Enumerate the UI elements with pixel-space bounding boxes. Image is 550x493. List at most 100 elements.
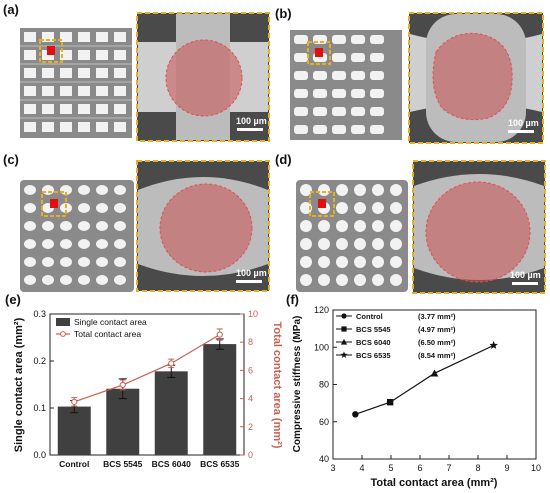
legend-label-single: Single contact area [74,317,147,327]
x-tick-label: 10 [531,463,541,473]
bar-bcs-6040 [154,371,188,455]
x-tick-label: 7 [446,463,451,473]
contact-point-d [318,199,326,208]
scale-label-b: 100 µm [508,118,539,128]
y-tick-label: 120 [314,305,329,315]
panel-label-a: (a) [3,2,19,17]
chart-e-y-right-axis-label: Total contact area (mm²) [271,322,282,449]
legend-marker [340,351,348,358]
legend-entry-label: BCS 5545 [356,325,391,334]
scale-bar-d [512,282,538,285]
y-right-tick-label: 8 [248,337,253,347]
bar-control [57,406,91,455]
scaffold-schematic-b [290,30,402,140]
legend-entry-value: (6.50 mm²) [418,338,456,347]
contact-region-a [165,39,243,117]
x-tick-label: 6 [417,463,422,473]
y-right-tick-label: 10 [248,309,258,319]
y-tick-label: 0.0 [33,450,46,460]
highlight-box-a [39,39,63,63]
panel-label-b: (b) [275,6,292,21]
series-line-total-contact-area [74,334,221,403]
chart-e-legend: Single contact area Total contact area [56,317,147,339]
highlight-box-c [41,191,67,217]
y-right-tick-label: 2 [248,422,253,432]
x-tick-label: 3 [330,463,335,473]
x-tick-label: 5 [388,463,393,473]
panel-label-f: (f) [286,292,299,307]
legend-entry-label: Control [356,312,383,321]
scaffold-schematic-c [20,180,134,292]
x-tick-label: BCS 6040 [152,459,191,469]
y-tick-label: 80 [319,380,329,390]
legend-entry-label: BCS 6535 [356,351,391,360]
chart-compressive-stiffness: 40 60 80 100 120 3 4 5 6 7 8 9 10 Compressive stiff… [292,305,541,489]
y-right-tick-label: 6 [248,365,253,375]
point-total-contact-area [119,381,126,389]
scale-bar-a [237,128,263,131]
chart-e-plot-frame [49,313,245,456]
chart-f-x-axis-label: Total contact area (mm²) [371,477,498,489]
scale-bar-c [236,280,262,283]
scale-label-d: 100 µm [510,270,541,280]
x-tick-label: 8 [475,463,480,473]
scale-label-a: 100 µm [236,116,267,126]
contact-point-b [315,48,323,57]
panel-label-d: (d) [275,152,292,167]
point-total-contact-area [168,360,175,367]
y-tick-label: 0.1 [33,403,46,413]
point-total-contact-area [71,398,78,405]
point-total-contact-area [216,331,223,338]
contact-point-c [50,199,58,208]
legend-marker-total [60,331,66,337]
x-tick-label: BCS 5545 [103,459,142,469]
sem-image-c [136,160,270,292]
legend-marker [340,338,348,345]
sem-image-d [412,160,546,294]
point-bcs-5545 [386,398,394,406]
series-line-stiffness [355,344,494,415]
y-tick-label: 40 [319,454,329,464]
legend-entry-value: (3.77 mm²) [418,312,456,321]
point-bcs-6535 [489,340,498,350]
legend-entry-value: (4.97 mm²) [418,325,456,334]
chart-e-y-axis-label: Single contact area (mm²) [13,317,25,452]
sem-image-b [408,12,544,144]
panel-label-e: (e) [5,292,21,307]
sem-image-a [136,12,270,142]
y-tick-label: 0.3 [33,309,46,319]
highlight-box-b [307,41,331,65]
panel-label-c: (c) [3,152,19,167]
scale-label-c: 100 µm [236,268,267,278]
y-tick-label: 100 [314,342,329,352]
y-right-tick-label: 4 [248,394,253,404]
highlight-box-d [309,191,335,217]
x-tick-label: BCS 6535 [200,459,239,469]
scale-bar-b [508,130,534,133]
legend-swatch-single [56,318,70,326]
y-right-tick-label: 0 [248,450,253,460]
chart-contact-area: 0.0 0.1 0.2 0.3 0 2 4 6 8 10 Control BCS 5545 BCS … [13,309,282,469]
bar-bcs-5545 [106,388,140,455]
point-bcs-6040 [430,369,439,377]
legend-entry-label: BCS 6040 [356,338,391,347]
bar-bcs-6535 [203,344,237,455]
contact-region-d [425,181,531,283]
legend-marker [341,313,347,319]
x-tick-label: 4 [359,463,364,473]
x-tick-label: Control [59,459,89,469]
scaffold-schematic-d [296,180,408,292]
contact-point-a [47,46,55,55]
contact-region-c [159,183,253,273]
scaffold-schematic-a [20,28,132,138]
chart-f-y-axis-label: Compressive stiffness (MPa) [292,316,303,453]
legend-marker [341,326,347,332]
y-tick-label: 0.2 [33,356,46,366]
contact-region-b [432,32,513,121]
chart-f-legend: Control (3.77 mm²) BCS 5545 (4.97 mm²) BCS 6… [336,312,456,360]
x-tick-label: 9 [504,463,509,473]
legend-label-total: Total contact area [74,329,141,339]
legend-entry-value: (8.54 mm²) [418,351,456,360]
point-control [352,411,359,418]
y-tick-label: 60 [319,417,329,427]
